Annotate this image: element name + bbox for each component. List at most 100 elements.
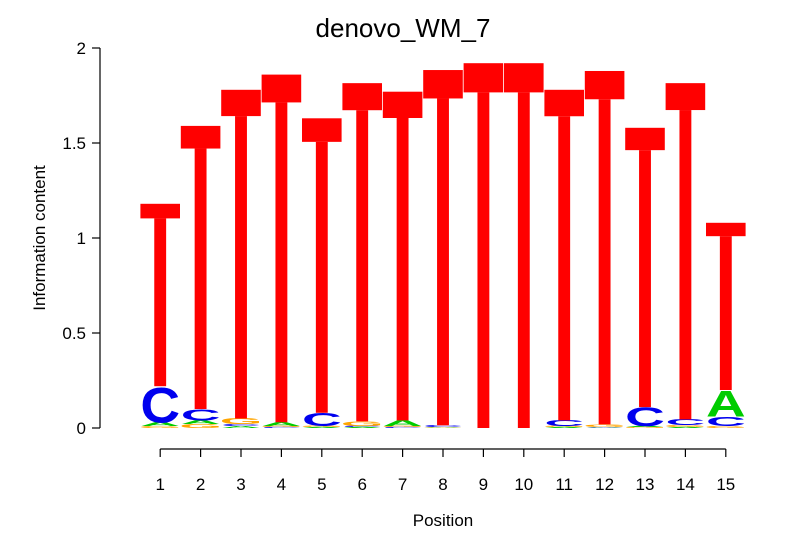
letter-A: A	[544, 427, 584, 428]
x-tick-label: 5	[317, 475, 326, 494]
logo-column: AGC	[300, 118, 343, 430]
letter-T	[180, 125, 221, 409]
chart-title: denovo_WM_7	[316, 13, 491, 43]
letter-T-bar	[382, 91, 423, 118]
x-tick-label: 1	[155, 475, 164, 494]
letter-C: C	[221, 424, 261, 427]
logo-column: GCA	[704, 222, 747, 429]
letter-A: A	[181, 420, 221, 426]
y-tick-label: 2	[77, 39, 86, 58]
letter-G: G	[422, 427, 465, 428]
x-tick-label: 3	[236, 475, 245, 494]
x-tick-label: 14	[676, 475, 695, 494]
letter-T-bar	[584, 70, 625, 100]
letter-T-bar	[544, 89, 584, 117]
letter-T-stem	[194, 148, 207, 409]
letter-A: A	[383, 419, 423, 428]
x-tick-label: 15	[716, 475, 735, 494]
letter-T-stem	[517, 92, 530, 428]
logo-column	[504, 63, 544, 428]
letter-C: C	[181, 406, 221, 424]
letter-A: A	[140, 422, 180, 428]
letter-T	[423, 70, 463, 426]
letter-C: C	[383, 427, 423, 428]
letter-G: G	[664, 425, 707, 428]
letter-C: C	[302, 409, 342, 430]
letter-T-stem	[315, 141, 328, 413]
letter-T-stem	[598, 99, 611, 425]
letter-G: G	[260, 426, 303, 427]
letter-G: G	[220, 417, 263, 426]
x-tick-label: 7	[398, 475, 407, 494]
logo-column: GAC	[624, 127, 667, 432]
letter-T	[261, 74, 302, 423]
letter-C: C	[585, 427, 625, 428]
letter-T-stem	[477, 92, 490, 428]
letter-G: G	[139, 426, 182, 429]
letter-T-stem	[719, 236, 732, 390]
letter-G: G	[381, 426, 424, 427]
letter-A: A	[585, 427, 625, 428]
logo-column: AGC	[543, 89, 586, 428]
letter-A: A	[423, 427, 463, 428]
letter-T-stem	[639, 150, 651, 408]
letter-G: G	[624, 427, 667, 428]
letter-T	[382, 91, 423, 421]
letter-C: C	[666, 418, 706, 427]
x-tick-label: 13	[636, 475, 655, 494]
letter-T-stem	[558, 116, 571, 421]
letter-T-bar	[625, 127, 665, 151]
x-tick-label: 4	[277, 475, 286, 494]
letter-C: C	[342, 426, 382, 427]
letter-C: C	[625, 403, 665, 432]
letter-G: G	[704, 426, 747, 429]
logo-column: CGA	[260, 74, 303, 428]
x-tick-label: 2	[196, 475, 205, 494]
x-tick-label: 9	[479, 475, 488, 494]
logo-column: GAC	[179, 125, 222, 429]
letter-T-stem	[235, 116, 247, 419]
letter-A: A	[666, 427, 706, 428]
letter-T-stem	[275, 102, 288, 423]
y-axis-title: Information content	[30, 165, 49, 311]
letter-A: A	[625, 426, 665, 427]
letter-G: G	[179, 423, 222, 429]
logo-column: ACG	[220, 89, 263, 429]
y-tick-label: 0	[77, 419, 86, 438]
x-tick-label: 12	[595, 475, 614, 494]
letter-T	[706, 222, 746, 390]
letter-G: G	[300, 426, 343, 427]
letter-T	[140, 203, 180, 387]
letter-T-stem	[437, 98, 449, 426]
letter-T	[665, 83, 706, 420]
letter-T-stem	[356, 110, 369, 422]
letter-C: C	[544, 419, 584, 428]
logo-column: AGC	[664, 83, 707, 428]
letter-G: G	[583, 424, 626, 428]
letter-T-bar	[180, 125, 221, 149]
letter-T-bar	[706, 222, 746, 237]
logo-column: ACG	[583, 70, 626, 428]
y-axis: 0 0.5 1 1.5 2	[62, 39, 101, 438]
letter-T	[584, 70, 625, 425]
letter-G: G	[341, 420, 384, 427]
y-tick-label: 1	[77, 229, 86, 248]
logo-column	[463, 63, 504, 428]
y-tick-label: 0.5	[62, 324, 86, 343]
logo-column: CGA	[381, 91, 424, 428]
letter-T-bar	[342, 83, 382, 111]
letter-A: A	[706, 383, 746, 424]
letter-T-bar	[665, 83, 706, 111]
letter-T-bar	[302, 118, 342, 142]
logo-column: GAC	[139, 203, 182, 434]
letter-A: A	[221, 426, 261, 429]
x-tick-label: 10	[514, 475, 533, 494]
x-axis-title: Position	[413, 511, 473, 530]
letter-T	[504, 63, 544, 428]
letter-T-bar	[140, 203, 180, 219]
letter-T-bar	[463, 63, 504, 93]
letter-T-bar	[261, 74, 302, 103]
